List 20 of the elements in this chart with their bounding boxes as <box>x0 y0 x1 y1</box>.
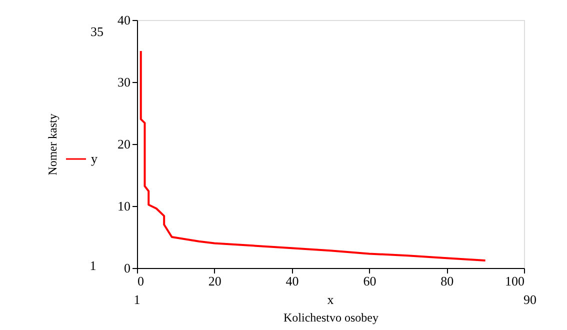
x-tick-label: 40 <box>286 274 299 288</box>
legend-label: y <box>91 151 98 166</box>
y-tick-label: 20 <box>118 136 130 152</box>
x-tick-label: 60 <box>363 274 376 288</box>
x-tick-label: 20 <box>208 274 222 288</box>
text: 1 <box>134 292 140 307</box>
y-tick-label: 10 <box>118 198 130 214</box>
y-tick-label: 30 <box>118 74 130 90</box>
y-axis-title: Nomer kasty <box>46 114 60 176</box>
x-axis-title: Kolichestvo osobey <box>284 310 378 324</box>
y-tick-label: 40 <box>118 12 130 28</box>
line-series <box>140 50 486 262</box>
x-tick-label: 100 <box>505 274 524 288</box>
x-tick-label: 80 <box>440 274 454 288</box>
y-tick-label: 0 <box>124 260 130 276</box>
text: x <box>327 292 334 307</box>
x-tick-label: 0 <box>138 274 144 288</box>
text: 35 <box>90 24 104 39</box>
text: 1 <box>90 258 96 273</box>
text: 90 <box>524 292 536 307</box>
